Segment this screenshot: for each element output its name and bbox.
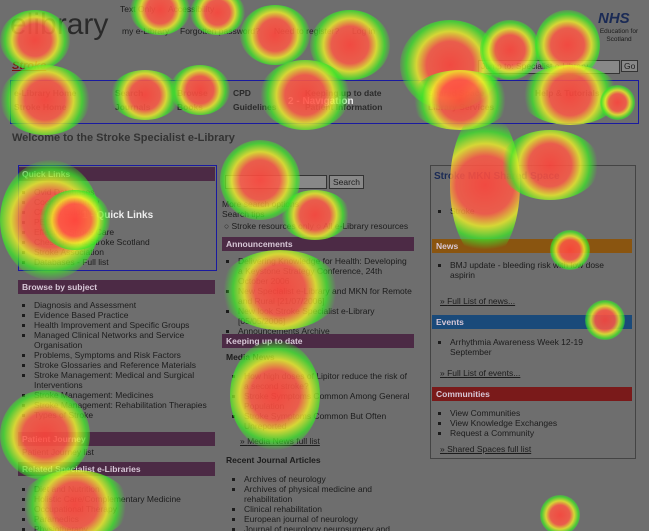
list-item[interactable]: Clinical rehabilitation [244, 504, 412, 514]
top-link[interactable]: Accessibility [168, 4, 215, 14]
section-header: Patient Journey [18, 432, 215, 446]
search-button[interactable]: Search [329, 175, 364, 189]
list-item[interactable]: Evidence Based Practice [34, 310, 212, 320]
link[interactable]: » Shared Spaces full list [440, 444, 532, 454]
nav-link[interactable]: Journals [115, 102, 151, 112]
list-item[interactable]: Announcements Archive [238, 326, 412, 336]
list-item[interactable]: Journal of neurology neurosurgery and ps… [244, 524, 412, 531]
link[interactable]: » Media News full list [240, 436, 320, 446]
link-text: Full List of news... [447, 296, 516, 306]
nav-link[interactable]: Library Services [428, 102, 495, 112]
list-item[interactable]: Patient Journey list [22, 447, 94, 457]
list-item[interactable]: Stroke Symptoms Common Among General Pop… [244, 391, 412, 411]
section-header: News [432, 239, 632, 253]
list-item[interactable]: View Knowledge Exchanges [450, 418, 628, 428]
nav-link[interactable]: e-Library Home [14, 88, 77, 98]
list-item[interactable]: Types of Stroke [34, 410, 212, 420]
link[interactable]: » Full List of news... [440, 296, 516, 306]
section-header: Related Specialist e-Libraries [18, 462, 215, 476]
radio-label: Stroke resources only [231, 221, 314, 231]
user-link[interactable]: Need to register? [274, 26, 340, 36]
logo: elibrary [10, 8, 109, 41]
nhs-subtitle: Education for Scotland [599, 28, 639, 43]
list-item[interactable]: Holistic Care/Complementary Medicine [34, 494, 212, 504]
section-header: Communities [432, 387, 632, 401]
list-item[interactable]: Stroke [450, 206, 628, 216]
welcome: Welcome to the Stroke Specialist e-Libra… [12, 132, 235, 144]
nav-link[interactable]: Books [177, 102, 203, 112]
link[interactable]: » Full List of events... [440, 368, 521, 378]
nav-link[interactable]: Stroke Home [14, 102, 67, 112]
list-item[interactable]: Diet and Nutrition [34, 484, 212, 494]
nav-link[interactable]: Patient Information [305, 102, 383, 112]
nav-link[interactable]: Guidelines [233, 102, 277, 112]
list-item[interactable]: New Specialist e-Library and MKN for Rem… [238, 286, 412, 306]
nav-link[interactable]: Search [115, 88, 144, 98]
list-item[interactable]: Occupational Therapy [34, 504, 212, 514]
list-item[interactable]: Problems, Symptoms and Risk Factors [34, 350, 212, 360]
go-button[interactable]: Go [621, 60, 639, 72]
user-link[interactable]: Forgotten password? [180, 26, 260, 36]
list-item[interactable]: Archives of neurology [244, 474, 412, 484]
list-item[interactable]: Archives of physical medicine and rehabi… [244, 484, 412, 504]
box-title: Stroke MKN Shared Space [434, 171, 560, 182]
link-text: Shared Spaces full list [447, 444, 532, 454]
top-link[interactable]: Text Only [120, 4, 156, 14]
list-item[interactable]: Request a Community [450, 428, 628, 438]
list-item[interactable]: Stroke Symptoms Common But Often Unrepor… [244, 411, 412, 431]
list-item[interactable]: Physiotherapy [34, 524, 212, 531]
annotation: 1 - Quick Links [82, 210, 154, 221]
list-item[interactable]: Delivering Knowledge for Health: Develop… [238, 256, 412, 286]
list-item[interactable]: View Communities [450, 408, 628, 418]
list-item[interactable]: European journal of neurology [244, 514, 412, 524]
list-item[interactable]: New look Stroke Specialist e-Library [05… [238, 306, 412, 326]
section-title: Stroke [12, 60, 47, 72]
nav-link[interactable]: Help & Tutorials [535, 88, 600, 98]
link-text: Media News full list [247, 436, 320, 446]
link-text: Full List of events... [447, 368, 521, 378]
link[interactable]: Search tips [222, 209, 265, 219]
user-link[interactable]: my e-Library [122, 26, 170, 36]
nav-link[interactable]: Shared Space [428, 88, 485, 98]
radio[interactable]: ○ Stroke resources only ○ All e-Library … [224, 221, 409, 231]
radio-label: All e-Library resources [323, 221, 409, 231]
list-item[interactable]: BMJ update - bleeding risk with low dose… [450, 260, 628, 280]
user-link[interactable]: Log in [352, 26, 376, 36]
subheader: Media News [226, 352, 275, 362]
jump-select[interactable]: Jump to: Specialist e-Library [478, 60, 620, 74]
nav-link[interactable]: Browse [177, 88, 208, 98]
search-input[interactable] [225, 175, 327, 189]
section-header: Events [432, 315, 632, 329]
list-item[interactable]: Managed Clinical Networks and Service Or… [34, 330, 212, 350]
nhs-logo: NHS [598, 10, 630, 27]
list-item[interactable]: Health Improvement and Specific Groups [34, 320, 212, 330]
list-item[interactable]: Diagnosis and Assessment [34, 300, 212, 310]
link[interactable]: More search options [222, 199, 300, 209]
list-item[interactable]: Stroke Management: Medicines [34, 390, 212, 400]
list-item[interactable]: How high doses of Lipitor reduce the ris… [244, 371, 412, 391]
subheader: Recent Journal Articles [226, 455, 321, 465]
list-item[interactable]: Arrhythmia Awareness Week 12-19 Septembe… [450, 337, 598, 357]
nav-link[interactable]: Keeping up to date [305, 88, 382, 98]
list-item[interactable]: Paramedics [34, 514, 212, 524]
list-item[interactable]: Stroke Management: Medical and Surgical … [34, 370, 212, 390]
list-item[interactable]: Stroke Glossaries and Reference Material… [34, 360, 212, 370]
section-header: Announcements [222, 237, 414, 251]
nav-link[interactable]: CPD [233, 88, 251, 98]
section-header: Browse by subject [18, 280, 215, 294]
list-item[interactable]: Stroke Management: Rehabilitation Therap… [34, 400, 212, 410]
section-header: Keeping up to date [222, 334, 414, 348]
